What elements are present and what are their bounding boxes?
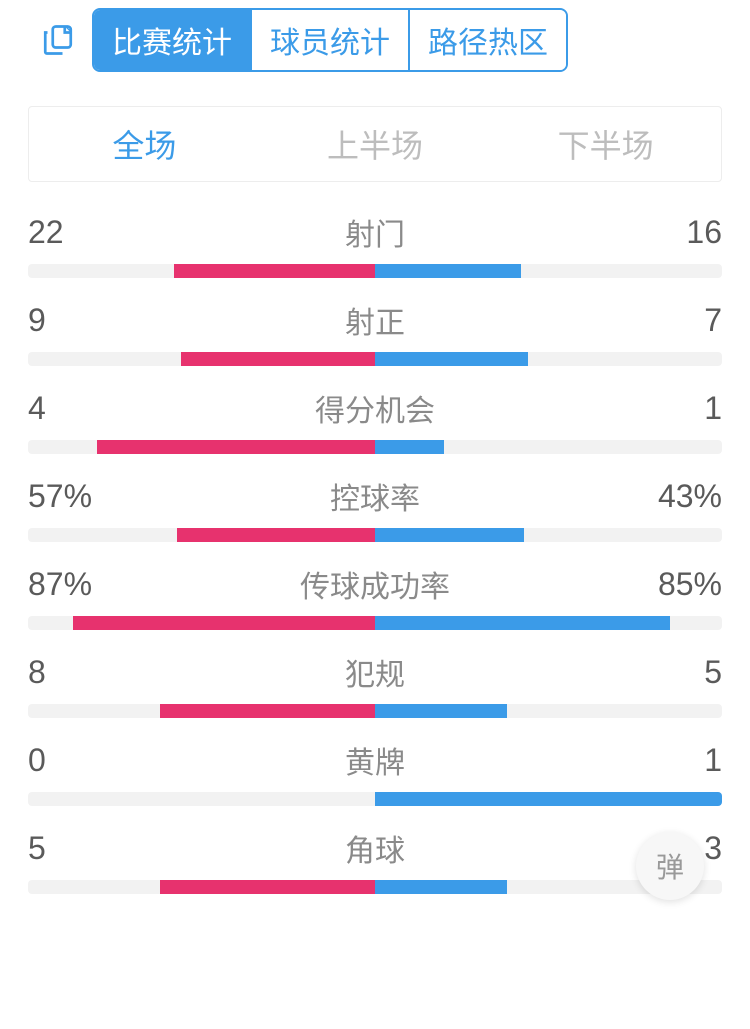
stat-label: 得分机会 xyxy=(315,386,435,430)
sub-tab-1[interactable]: 上半场 xyxy=(260,107,491,181)
stat-value-right: 1 xyxy=(632,742,722,779)
sub-tabs: 全场上半场下半场 xyxy=(28,106,722,182)
bar-right-fill xyxy=(375,704,507,718)
bar-left-fill xyxy=(97,440,375,454)
bar-left-track xyxy=(28,704,375,718)
stat-label: 传球成功率 xyxy=(300,562,450,606)
stat-value-right: 7 xyxy=(632,302,722,339)
bar-right-track xyxy=(375,792,722,806)
bar-right-fill xyxy=(375,352,528,366)
bar-left-fill xyxy=(160,880,375,894)
stat-row: 22 射门 16 xyxy=(28,210,722,278)
stat-header: 4 得分机会 1 xyxy=(28,386,722,430)
bar-right-track xyxy=(375,264,722,278)
bar-left-track xyxy=(28,792,375,806)
stat-row: 8 犯规 5 xyxy=(28,650,722,718)
stat-header: 0 黄牌 1 xyxy=(28,738,722,782)
float-button[interactable]: 弹 xyxy=(636,832,704,900)
stat-row: 0 黄牌 1 xyxy=(28,738,722,806)
main-tab-0[interactable]: 比赛统计 xyxy=(94,10,252,70)
bar-right-track xyxy=(375,616,722,630)
stat-value-right: 1 xyxy=(632,390,722,427)
stat-value-left: 8 xyxy=(28,654,118,691)
stat-row: 4 得分机会 1 xyxy=(28,386,722,454)
bar-right-fill xyxy=(375,880,507,894)
bar-right-track xyxy=(375,440,722,454)
stat-value-left: 4 xyxy=(28,390,118,427)
stat-header: 9 射正 7 xyxy=(28,298,722,342)
main-tabs: 比赛统计球员统计路径热区 xyxy=(92,8,568,72)
stat-row: 57% 控球率 43% xyxy=(28,474,722,542)
bar-left-fill xyxy=(160,704,375,718)
stat-value-left: 5 xyxy=(28,830,118,867)
stat-header: 22 射门 16 xyxy=(28,210,722,254)
stat-label: 射正 xyxy=(345,298,405,342)
stat-header: 87% 传球成功率 85% xyxy=(28,562,722,606)
stats-list: 22 射门 16 9 射正 7 4 得分机会 1 57% 控球率 43% 87% 传球成功率 85% 8 犯规 5… xyxy=(0,182,750,894)
bar-right-fill xyxy=(375,440,444,454)
bar-left-track xyxy=(28,616,375,630)
main-tab-1[interactable]: 球员统计 xyxy=(252,10,410,70)
stat-bar xyxy=(28,528,722,542)
stat-value-right: 5 xyxy=(632,654,722,691)
sub-tab-0[interactable]: 全场 xyxy=(29,107,260,181)
sub-tab-2[interactable]: 下半场 xyxy=(490,107,721,181)
bar-right-fill xyxy=(375,528,524,542)
stat-row: 5角球3 xyxy=(28,826,722,894)
bar-left-track xyxy=(28,264,375,278)
bar-left-track xyxy=(28,440,375,454)
bar-right-fill xyxy=(375,616,670,630)
bar-left-track xyxy=(28,880,375,894)
stat-row: 87% 传球成功率 85% xyxy=(28,562,722,630)
stat-label: 犯规 xyxy=(345,650,405,694)
main-tab-2[interactable]: 路径热区 xyxy=(410,10,566,70)
bar-right-fill xyxy=(375,792,722,806)
stat-row: 9 射正 7 xyxy=(28,298,722,366)
bar-left-fill xyxy=(181,352,375,366)
stat-header: 8 犯规 5 xyxy=(28,650,722,694)
stat-label: 射门 xyxy=(345,210,405,254)
stat-bar xyxy=(28,264,722,278)
stat-value-left: 57% xyxy=(28,478,118,515)
bar-left-track xyxy=(28,352,375,366)
bar-left-track xyxy=(28,528,375,542)
stat-label: 控球率 xyxy=(330,474,420,518)
bar-right-track xyxy=(375,352,722,366)
stat-header: 5角球3 xyxy=(28,826,722,870)
bar-left-fill xyxy=(177,528,375,542)
stat-bar xyxy=(28,440,722,454)
stat-label: 黄牌 xyxy=(345,738,405,782)
stat-bar xyxy=(28,880,722,894)
stat-bar xyxy=(28,792,722,806)
stat-label: 角球 xyxy=(345,826,405,870)
stat-value-right: 16 xyxy=(632,214,722,251)
stat-bar xyxy=(28,616,722,630)
stat-bar xyxy=(28,704,722,718)
bar-right-track xyxy=(375,528,722,542)
stat-value-left: 0 xyxy=(28,742,118,779)
stat-bar xyxy=(28,352,722,366)
bar-left-fill xyxy=(73,616,375,630)
stat-header: 57% 控球率 43% xyxy=(28,474,722,518)
stat-value-left: 87% xyxy=(28,566,118,603)
stat-value-left: 22 xyxy=(28,214,118,251)
copy-icon[interactable] xyxy=(40,22,76,58)
bar-right-track xyxy=(375,704,722,718)
stat-value-right: 85% xyxy=(632,566,722,603)
bar-left-fill xyxy=(174,264,375,278)
bar-right-fill xyxy=(375,264,521,278)
stat-value-left: 9 xyxy=(28,302,118,339)
top-bar: 比赛统计球员统计路径热区 xyxy=(0,0,750,82)
float-button-label: 弹 xyxy=(656,846,684,886)
stat-value-right: 43% xyxy=(632,478,722,515)
